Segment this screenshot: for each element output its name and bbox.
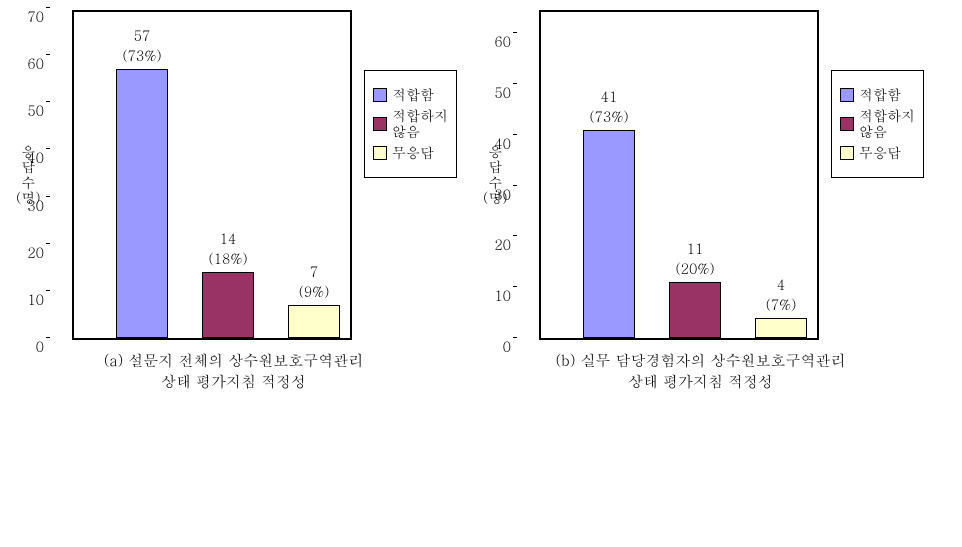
legend-label: 적합함 (392, 87, 434, 102)
legend: 적합함적합하지않음무응답 (831, 70, 924, 178)
legend-item: 무응답 (840, 145, 915, 160)
y-tick-label: 60 (19, 53, 44, 73)
legend-label: 무응답 (392, 145, 434, 160)
chart-a: 010203040506070응답수(명)57(73%)14(18%)7(9%)… (10, 10, 457, 392)
y-tick-label: 0 (486, 336, 511, 356)
chart-caption: (a) 설문지 전체의 상수원보호구역관리상태 평가지침 적정성 (104, 350, 363, 392)
legend-swatch (840, 146, 854, 160)
bar (202, 272, 254, 338)
y-tick-label: 60 (486, 31, 511, 51)
chart-row: 010203040506070응답수(명)57(73%)14(18%)7(9%)… (10, 10, 457, 340)
bar-value-label: 7(9%) (274, 261, 354, 301)
chart-row: 0102030405060응답수(명)41(73%)11(20%)4(7%)적합… (477, 10, 924, 340)
y-axis-label: 응답수(명) (16, 144, 41, 206)
legend-swatch (840, 117, 854, 131)
bar-value-label: 14(18%) (188, 228, 268, 268)
y-tick-label: 0 (19, 336, 44, 356)
y-axis-label: 응답수(명) (483, 144, 508, 206)
bar (755, 318, 807, 338)
legend-label: 적합함 (859, 87, 901, 102)
plot-area: 0102030405060응답수(명)41(73%)11(20%)4(7%) (539, 10, 819, 340)
legend-label: 적합하지않음 (859, 108, 915, 139)
legend-swatch (840, 88, 854, 102)
legend-swatch (373, 117, 387, 131)
y-tick-label: 10 (19, 289, 44, 309)
bar (288, 305, 340, 338)
legend: 적합함적합하지않음무응답 (364, 70, 457, 178)
bar-value-label: 57(73%) (102, 25, 182, 65)
legend-item: 무응답 (373, 145, 448, 160)
bar (116, 69, 168, 338)
bar (669, 282, 721, 338)
plot-area: 010203040506070응답수(명)57(73%)14(18%)7(9%) (72, 10, 352, 340)
y-tick-label: 10 (486, 285, 511, 305)
legend-item: 적합함 (373, 87, 448, 102)
y-tick-label: 20 (486, 234, 511, 254)
chart-b: 0102030405060응답수(명)41(73%)11(20%)4(7%)적합… (477, 10, 924, 392)
y-tick-label: 70 (19, 6, 44, 26)
bar (583, 130, 635, 338)
charts-container: 010203040506070응답수(명)57(73%)14(18%)7(9%)… (10, 10, 962, 392)
bar-value-label: 4(7%) (741, 274, 821, 314)
legend-item: 적합하지않음 (373, 108, 448, 139)
y-tick-label: 50 (486, 82, 511, 102)
legend-swatch (373, 146, 387, 160)
legend-label: 적합하지않음 (392, 108, 448, 139)
legend-label: 무응답 (859, 145, 901, 160)
y-tick-label: 50 (19, 100, 44, 120)
y-tick-label: 20 (19, 242, 44, 262)
legend-swatch (373, 88, 387, 102)
legend-item: 적합하지않음 (840, 108, 915, 139)
bar-value-label: 41(73%) (569, 86, 649, 126)
chart-caption: (b) 실무 담당경험자의 상수원보호구역관리상태 평가지침 적정성 (556, 350, 846, 392)
legend-item: 적합함 (840, 87, 915, 102)
bar-value-label: 11(20%) (655, 238, 735, 278)
